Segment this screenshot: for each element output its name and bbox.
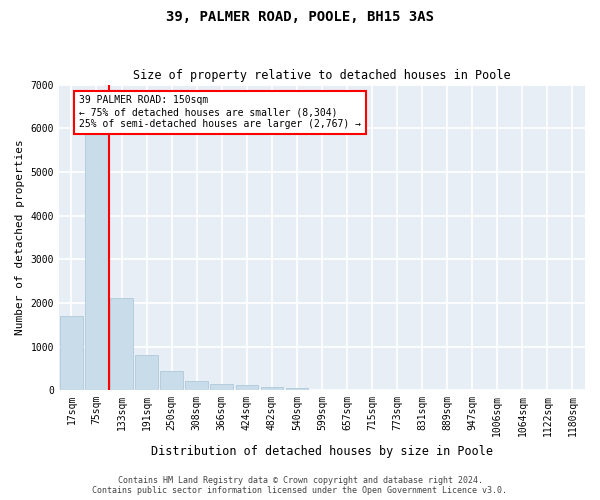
Y-axis label: Number of detached properties: Number of detached properties (15, 140, 25, 335)
Bar (160, 370, 183, 390)
Text: Contains HM Land Registry data © Crown copyright and database right 2024.
Contai: Contains HM Land Registry data © Crown c… (92, 476, 508, 495)
Bar (286, 388, 308, 390)
Bar (110, 298, 133, 390)
Bar (211, 384, 233, 390)
Bar (136, 356, 158, 390)
X-axis label: Distribution of detached houses by size in Poole: Distribution of detached houses by size … (151, 444, 493, 458)
Bar (236, 386, 258, 390)
Bar (260, 386, 283, 390)
Title: Size of property relative to detached houses in Poole: Size of property relative to detached ho… (133, 69, 511, 82)
Text: 39 PALMER ROAD: 150sqm
← 75% of detached houses are smaller (8,304)
25% of semi-: 39 PALMER ROAD: 150sqm ← 75% of detached… (79, 96, 361, 128)
Text: 39, PALMER ROAD, POOLE, BH15 3AS: 39, PALMER ROAD, POOLE, BH15 3AS (166, 10, 434, 24)
Bar (185, 380, 208, 390)
Bar (60, 316, 83, 390)
Bar (85, 132, 108, 390)
